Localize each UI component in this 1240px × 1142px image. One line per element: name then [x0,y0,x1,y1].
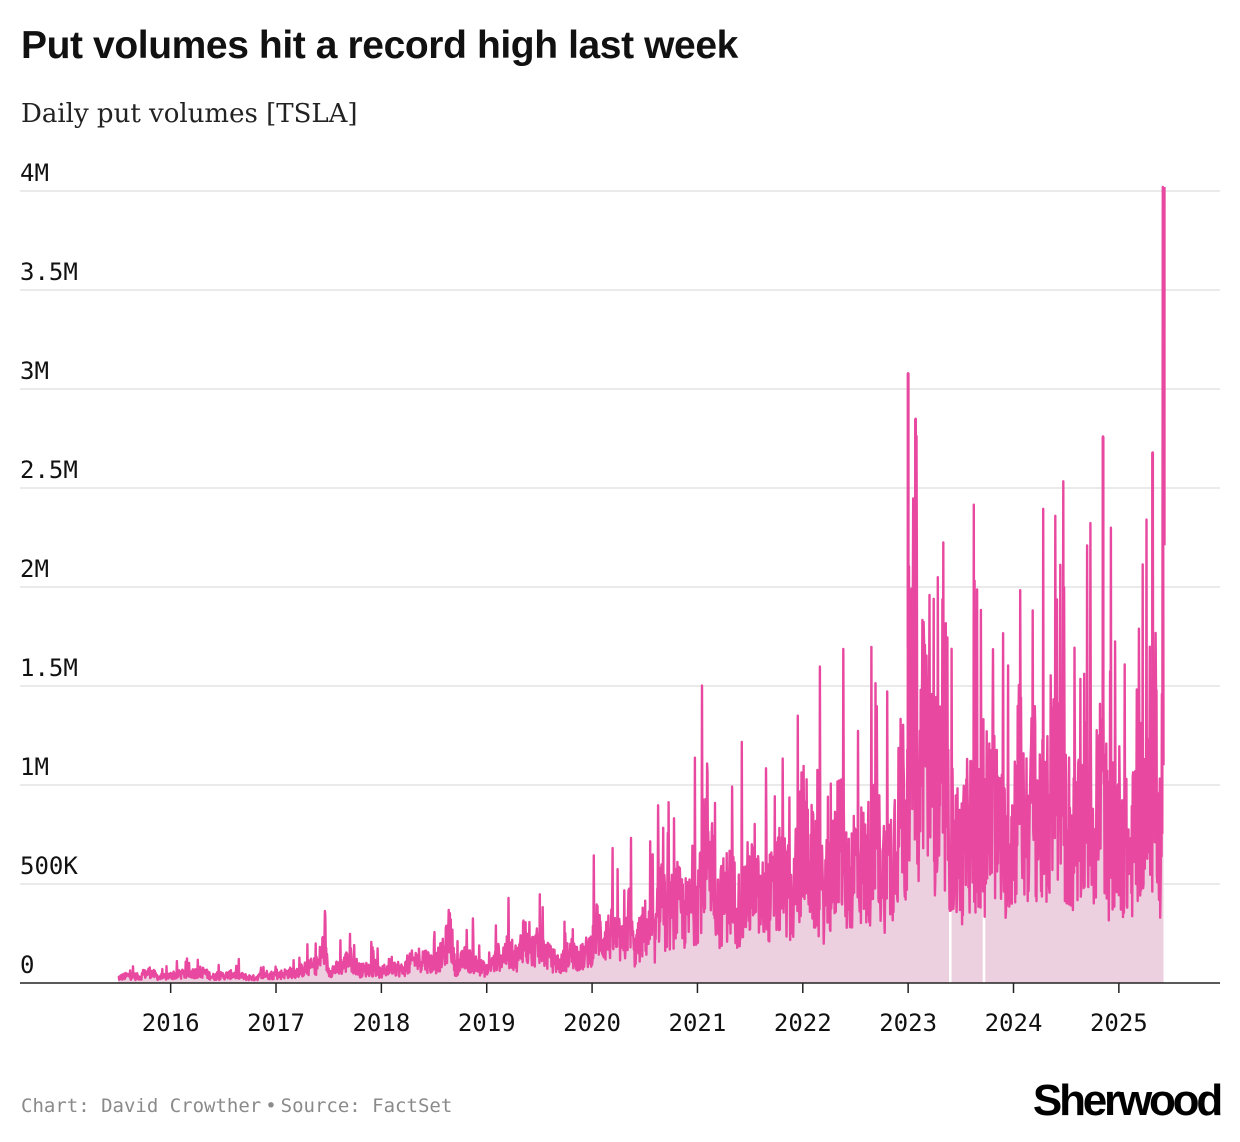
chart-source: Source: FactSet [280,1095,453,1117]
y-tick-label: 3M [20,357,49,385]
area-fill [118,187,1164,983]
x-tick-label: 2023 [879,1009,937,1037]
x-tick-label: 2024 [985,1009,1043,1037]
chart-title: Put volumes hit a record high last week [21,24,738,67]
x-tick-label: 2018 [352,1009,410,1037]
x-tick-label: 2021 [669,1009,727,1037]
y-tick-label: 4M [20,159,49,187]
x-tick-label: 2025 [1090,1009,1148,1037]
x-tick-label: 2020 [563,1009,621,1037]
chart-credit: Chart: David Crowther [21,1095,262,1117]
sherwood-logo[interactable]: Sherwood [1032,1076,1223,1125]
y-tick-label: 1M [20,753,49,781]
series-line [117,185,1165,982]
y-tick-label: 3.5M [20,258,78,286]
x-tick-label: 2016 [142,1009,200,1037]
chart-footer: Chart: David Crowther • Source: FactSet [21,1095,452,1117]
footer-separator: • [265,1095,277,1117]
x-tick-label: 2017 [247,1009,305,1037]
y-tick-label: 0 [20,951,34,979]
y-tick-label: 500K [20,852,78,880]
y-tick-label: 2M [20,555,49,583]
x-tick-label: 2019 [458,1009,516,1037]
y-tick-label: 2.5M [20,456,78,484]
y-tick-label: 1.5M [20,654,78,682]
x-tick-label: 2022 [774,1009,832,1037]
chart-subtitle: Daily put volumes [TSLA] [21,99,358,129]
